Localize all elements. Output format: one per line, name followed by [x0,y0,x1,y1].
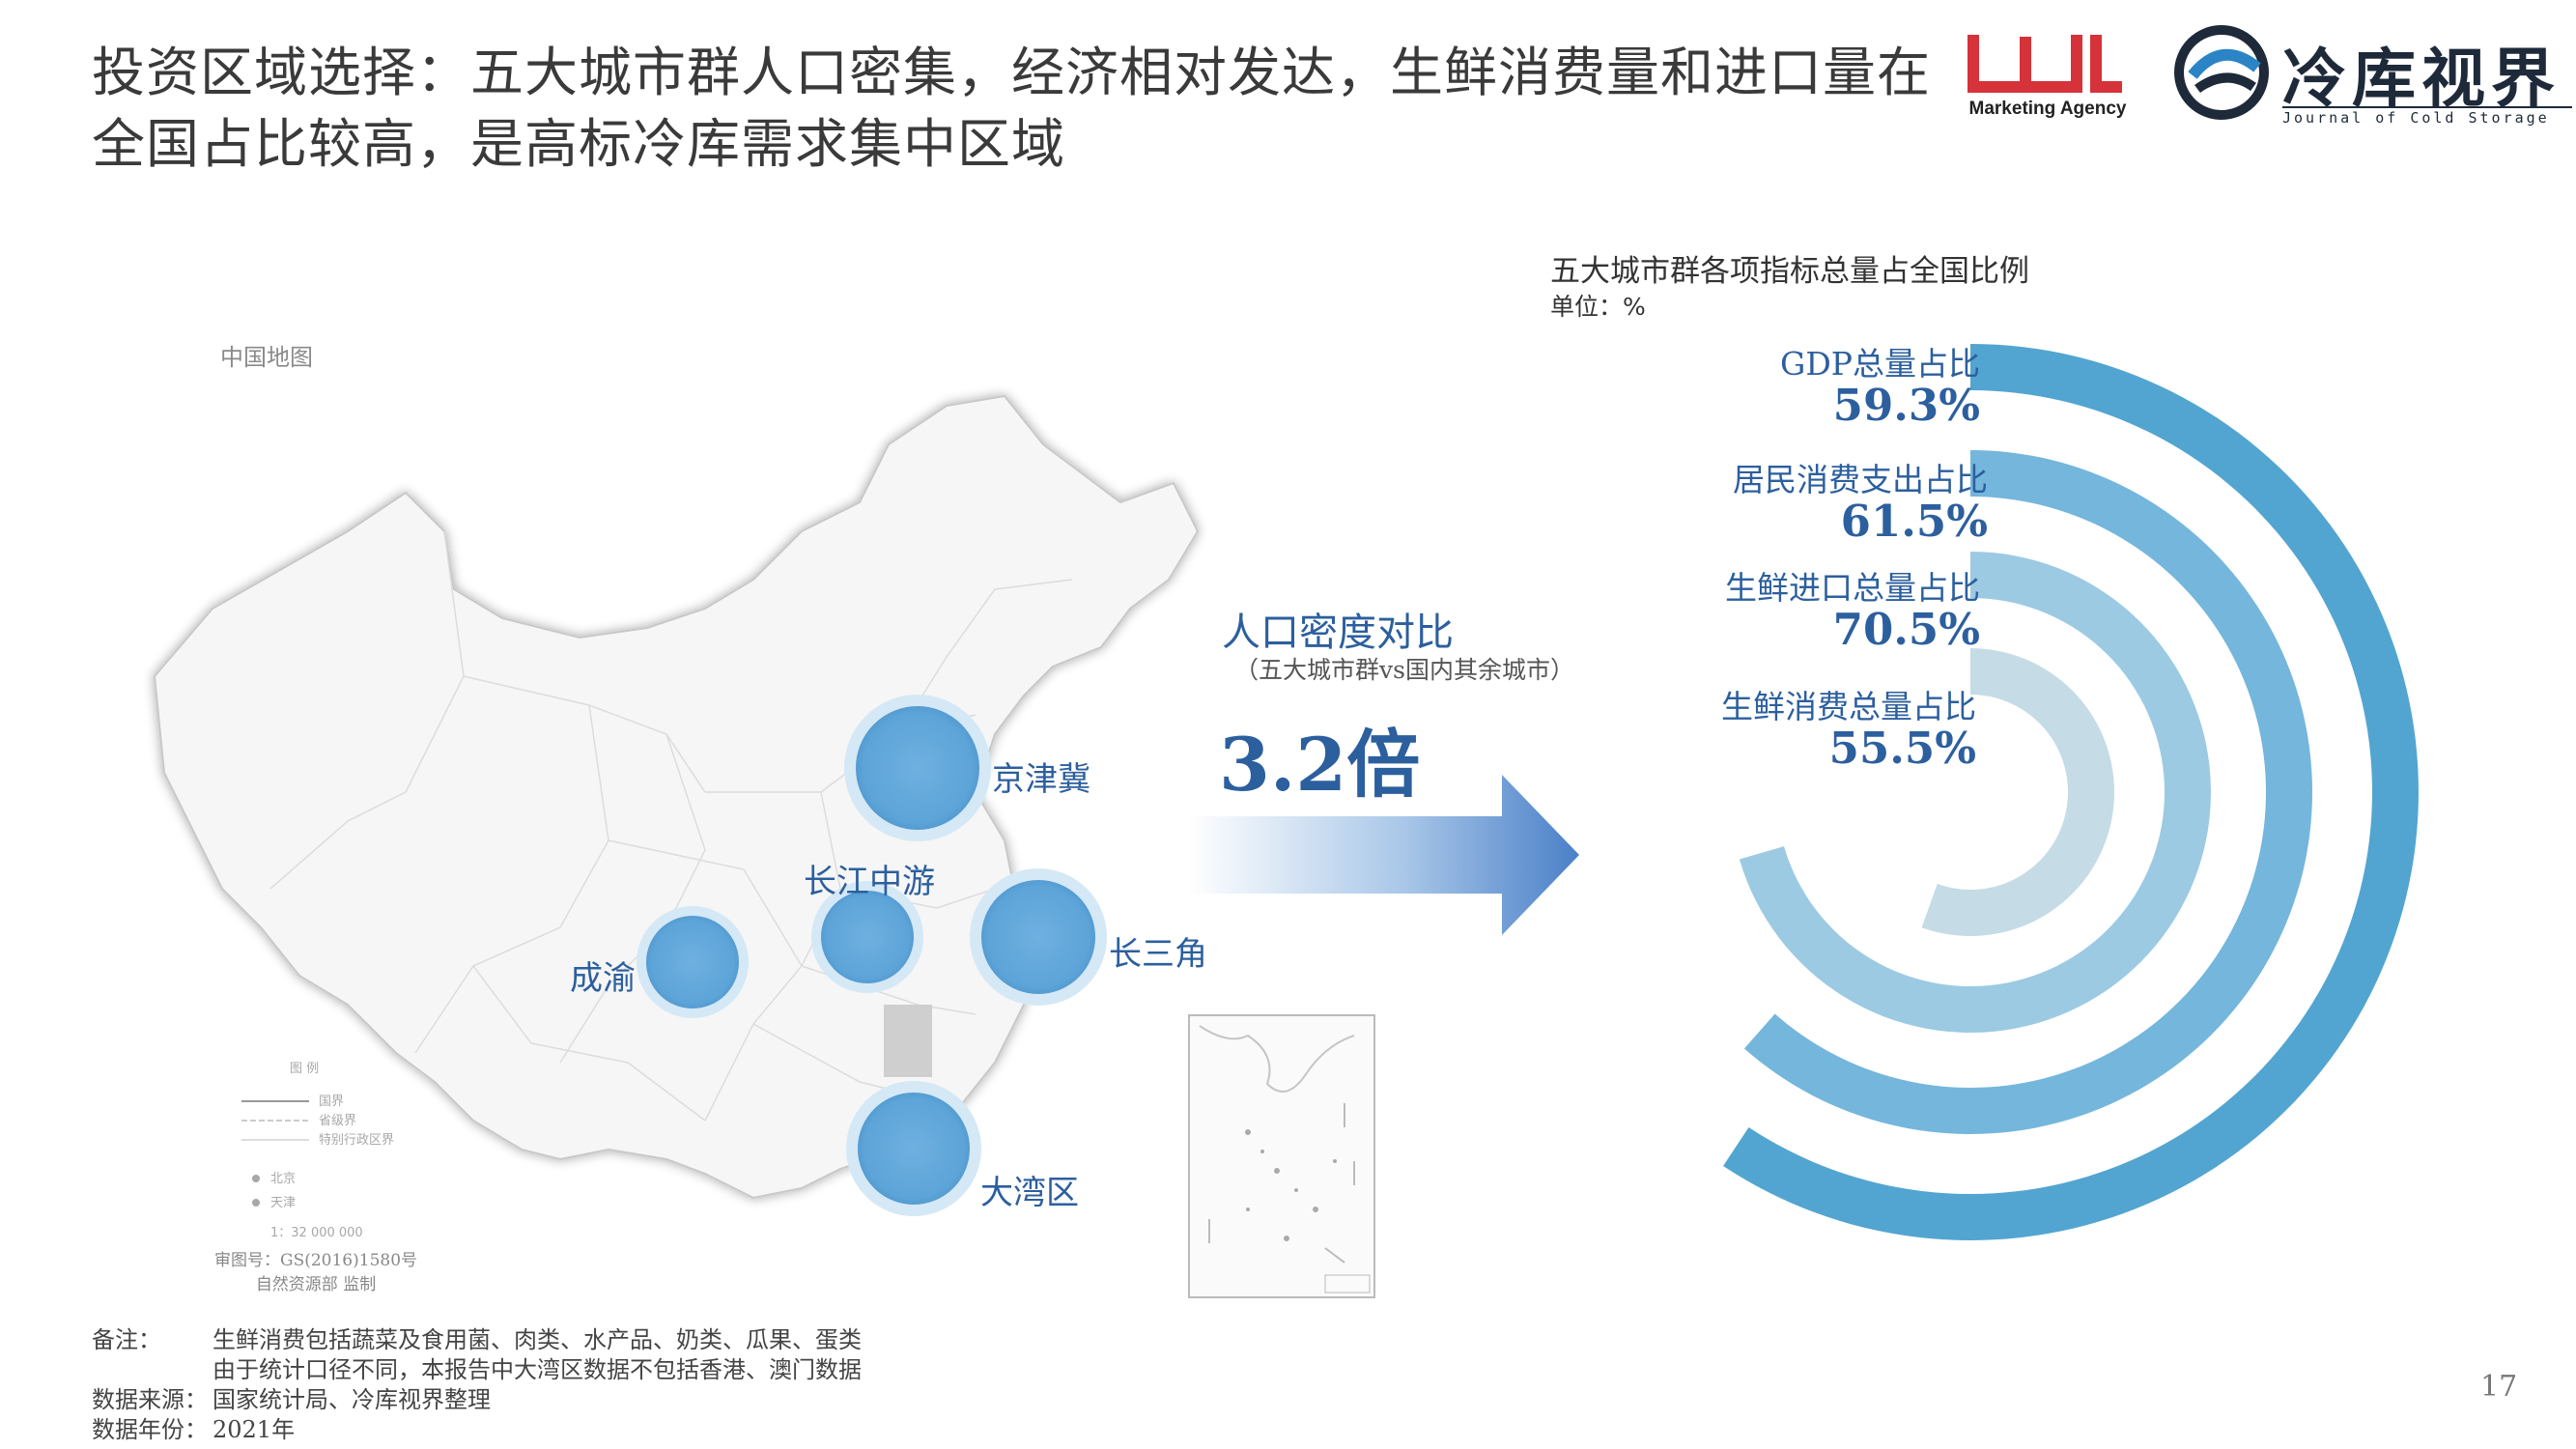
page-title: 投资区域选择：五大城市群人口密集，经济相对发达，生鲜消费量和进口量在 全国占比较… [92,37,1975,180]
jiangxi-province [884,1005,932,1077]
chengyu-circle [637,906,749,1018]
series-label-fresh: 生鲜消费总量占比 [1721,688,1976,725]
series-value-consumption: 61.5% [1840,496,1988,547]
density-subtitle: （五大城市群vs国内其余城市） [1234,656,1574,684]
arc-consumption [1743,450,2312,1134]
south-sea-inset [1188,1014,1375,1298]
changjiang-circle [811,881,923,993]
chart-title: 五大城市群各项指标总量占全国比例 [1550,254,2029,289]
remark-2: 由于统计口径不同，本报告中大湾区数据不包括香港、澳门数据 [212,1356,862,1383]
china-map: 图 例 国界 省级界 特别行政区界 北京 天津 1：32 000 000 [153,394,1200,1240]
series-value-fresh: 55.5% [1828,723,1976,774]
marketing-agency-text: Marketing Agency [1968,99,2127,119]
arc-fresh [1921,648,2114,936]
svg-text:天津: 天津 [270,1196,296,1210]
source-key: 数据来源： [92,1386,208,1413]
remark-key: 备注： [92,1326,161,1353]
series-label-consumption: 居民消费支出占比 [1733,461,1988,498]
title-line-2: 全国占比较高，是高标冷库需求集中区域 [92,113,1066,175]
jingjinji-circle [844,695,991,841]
density-title: 人口密度对比 [1222,611,1454,655]
page-number: 17 [2480,1370,2518,1404]
svg-text:特别行政区界: 特别行政区界 [319,1133,394,1148]
map-review: 审图号：GS(2016)1580号 自然资源部 监制 [214,1249,417,1297]
region-label-yangtze-delta: 长三角 [1109,935,1207,974]
svg-text:国界: 国界 [319,1094,344,1109]
footnotes: 备注： 生鲜消费包括蔬菜及食用菌、肉类、水产品、奶类、瓜果、蛋类 由于统计口径不同… [92,1325,862,1445]
series-value-gdp: 59.3% [1832,380,1980,431]
svg-text:图 例: 图 例 [290,1062,319,1076]
series-label-gdp: GDP总量占比 [1779,345,1980,383]
region-label-bay-area: 大湾区 [980,1174,1079,1212]
province-borders [269,530,1073,1122]
map-scale: 1：32 000 000 [270,1226,363,1240]
remark-1: 生鲜消费包括蔬菜及食用菌、肉类、水产品、奶类、瓜果、蛋类 [212,1326,862,1353]
china-outline [153,394,1200,1200]
year-value: 2021年 [212,1416,296,1443]
year-key: 数据年份： [92,1416,208,1443]
chart-unit: 单位：% [1550,293,1646,321]
region-label-changjiang: 长江中游 [804,863,935,901]
yangtze-delta-circle [970,868,1107,1006]
svg-text:省级界: 省级界 [319,1114,356,1128]
series-label-import: 生鲜进口总量占比 [1725,569,1980,607]
map-label: 中国地图 [220,344,313,371]
series-value-import: 70.5% [1832,604,1980,655]
cold-storage-journal-logo: 冷库视界 Journal of Cold Storage [2168,19,2574,127]
density-value: 3.2倍 [1219,722,1421,808]
radial-bar-chart [1723,344,2419,1240]
map-legend: 图 例 国界 省级界 特别行政区界 北京 天津 1：32 000 000 [241,1062,394,1240]
title-line-1: 投资区域选择：五大城市群人口密集，经济相对发达，生鲜消费量和进口量在 [92,42,1932,103]
arrow-icon [1188,775,1579,935]
marketing-agency-logo: Marketing Agency [1966,27,2130,124]
region-label-chengyu: 成渝 [570,959,636,998]
region-label-jingjinji: 京津冀 [992,760,1090,799]
bay-area-circle [846,1081,981,1216]
region-circles [637,695,1107,1216]
svg-text:北京: 北京 [270,1172,296,1186]
review-number: 审图号：GS(2016)1580号 [214,1251,418,1270]
south-sea-islands [1199,1025,1371,1293]
journal-name: 冷库视界 [2282,41,2561,116]
wj-logo-icon [1967,35,2122,93]
source-value: 国家统计局、冷库视界整理 [212,1386,491,1413]
review-org: 自然资源部 监制 [255,1275,377,1294]
journal-emblem-icon [2174,25,2269,120]
journal-subtitle: Journal of Cold Storage [2282,106,2572,127]
